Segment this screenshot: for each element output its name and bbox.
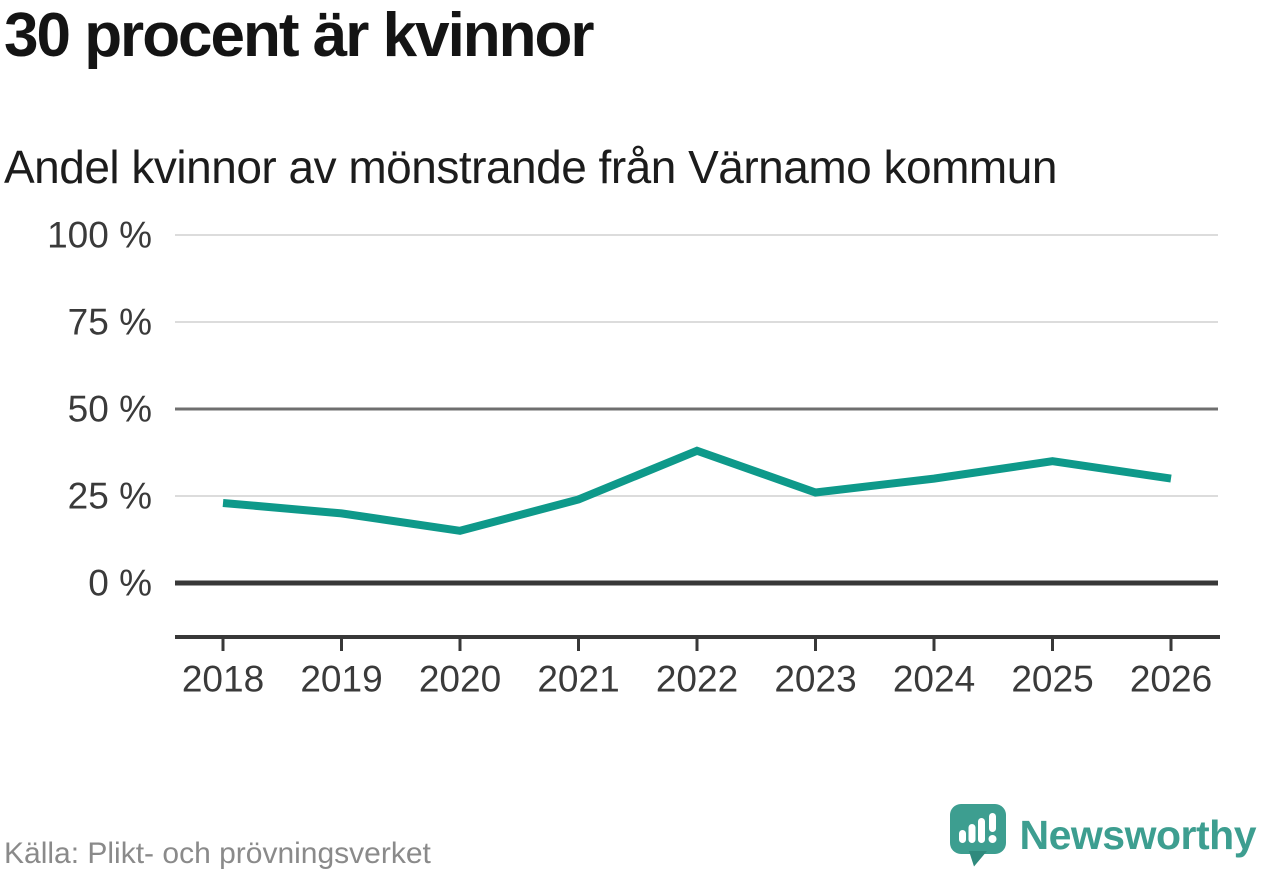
y-tick-label: 0 %	[88, 563, 152, 604]
newsworthy-wordmark: Newsworthy	[1019, 811, 1257, 858]
logo-bar-medium	[968, 824, 975, 843]
x-tick-label: 2025	[1011, 659, 1093, 700]
newsworthy-logo: Newsworthy	[949, 803, 1257, 867]
x-tick-label: 2019	[300, 659, 382, 700]
y-tick-label: 75 %	[68, 302, 152, 343]
y-tick-label: 25 %	[68, 476, 152, 517]
logo-bar-tall	[977, 818, 985, 843]
logo-bubble-tail	[968, 851, 987, 867]
newsworthy-logo-icon	[949, 804, 1006, 867]
logo-bar-small	[958, 830, 966, 843]
x-tick-label: 2020	[419, 659, 501, 700]
series-line	[222, 446, 1172, 535]
x-tick-label: 2022	[656, 659, 738, 700]
y-tick-label: 50 %	[68, 389, 152, 430]
chart-subtitle: Andel kvinnor av mönstrande från Värnamo…	[4, 141, 1057, 193]
source-note: Källa: Plikt- och prövningsverket	[4, 837, 431, 870]
chart-title: 30 procent är kvinnor	[4, 1, 595, 70]
x-tick-label: 2021	[537, 659, 619, 700]
logo-exclamation-dot	[988, 835, 996, 843]
x-tick-label: 2018	[182, 659, 264, 700]
y-tick-label: 100 %	[47, 215, 152, 256]
x-tick-label: 2026	[1130, 659, 1212, 700]
logo-exclamation-stem	[988, 813, 996, 832]
x-tick-label: 2023	[774, 659, 856, 700]
x-tick-label: 2024	[893, 659, 975, 700]
